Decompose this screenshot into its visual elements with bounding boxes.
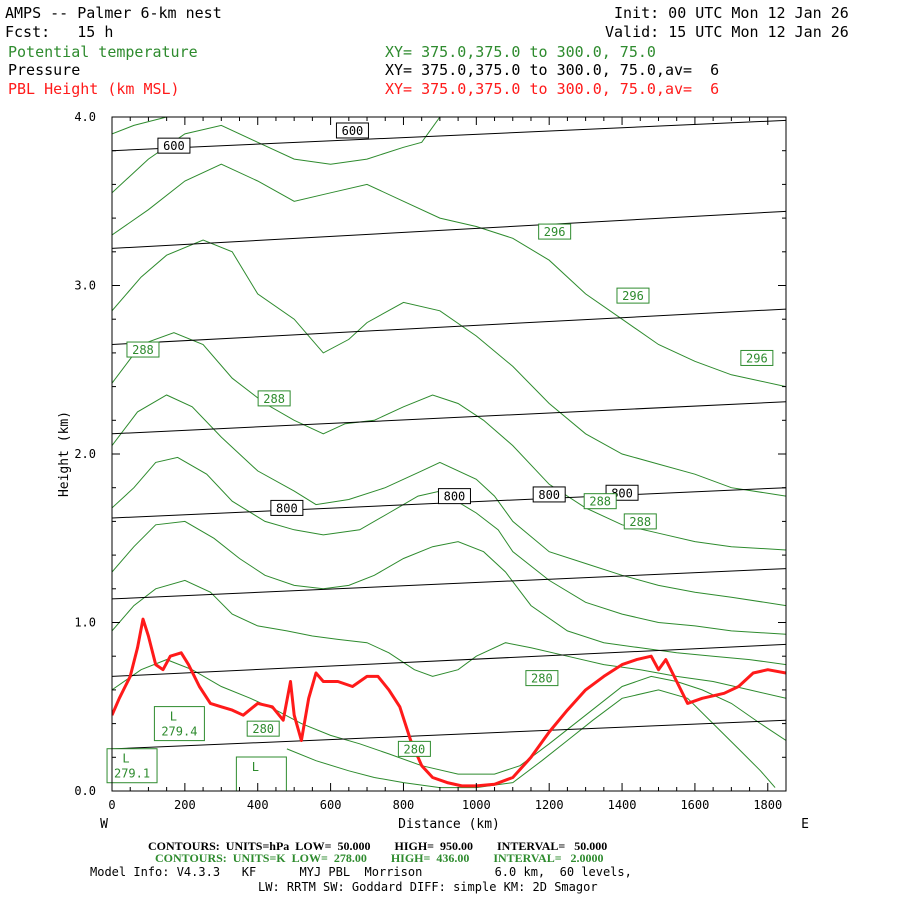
- field-xsect-pressure: XY= 375.0,375.0 to 300.0, 75.0,av= 6: [385, 61, 720, 79]
- svg-text:288: 288: [132, 343, 154, 357]
- init-time: Init: 00 UTC Mon 12 Jan 26: [614, 4, 849, 22]
- x-tick-label: 1400: [608, 798, 637, 812]
- x-axis-label: Distance (km): [398, 817, 500, 832]
- low-marker-value: 279.1: [114, 767, 150, 781]
- svg-text:288: 288: [589, 495, 611, 509]
- theta-label-0: 296: [538, 223, 572, 240]
- pressure-contours: [112, 119, 786, 750]
- theta-label-4: 288: [257, 390, 291, 407]
- theta-contour-0: [112, 117, 167, 135]
- low-marker-letter: L: [252, 760, 259, 774]
- x-tick-label: 600: [320, 798, 342, 812]
- svg-text:280: 280: [531, 672, 553, 686]
- theta-contour-5: [112, 394, 786, 607]
- theta-contours: [112, 117, 786, 789]
- theta-contour-9: [112, 659, 786, 775]
- x-tick-label: 400: [247, 798, 269, 812]
- svg-text:296: 296: [544, 225, 566, 239]
- theta-label-1: 296: [616, 287, 650, 304]
- svg-text:296: 296: [746, 351, 768, 365]
- y-tick-label: 0.0: [74, 784, 96, 798]
- svg-text:288: 288: [263, 392, 285, 406]
- chart-title: AMPS -- Palmer 6-km nest: [5, 4, 222, 22]
- svg-text:296: 296: [622, 289, 644, 303]
- pbl-height-series: [112, 617, 786, 788]
- pressure-contour-info: CONTOURS: UNITS=hPa LOW= 50.000 HIGH= 95…: [148, 839, 608, 853]
- pressure-contour-1: [112, 210, 786, 249]
- x-tick-label: 200: [174, 798, 196, 812]
- field-label-theta: Potential temperature: [8, 43, 198, 61]
- y-tick-label: 4.0: [74, 110, 96, 124]
- x-tick-label: 1800: [753, 798, 782, 812]
- theta-label-9: 280: [397, 740, 431, 757]
- y-tick-label: 1.0: [74, 616, 96, 630]
- svg-text:800: 800: [538, 488, 560, 502]
- pressure-contour-5: [112, 568, 786, 600]
- svg-text:800: 800: [444, 490, 466, 504]
- field-label-pbl: PBL Height (km MSL): [8, 80, 180, 98]
- pressure-contour-2: [112, 308, 786, 345]
- svg-text:280: 280: [252, 722, 274, 736]
- x-tick-label: 800: [393, 798, 415, 812]
- theta-label-8: 280: [246, 720, 280, 737]
- low-marker-letter: L: [170, 710, 177, 724]
- theta-contour-10: [286, 689, 776, 789]
- y-tick-label: 3.0: [74, 279, 96, 293]
- theta-contour-6: [112, 456, 786, 635]
- low-marker-2: L: [235, 756, 287, 792]
- theta-contour-7: [112, 520, 786, 666]
- y-axis-label: Height (km): [57, 411, 72, 497]
- valid-time: Valid: 15 UTC Mon 12 Jan 26: [605, 23, 849, 41]
- pressure-contour-0: [112, 119, 786, 152]
- east-label: E: [801, 817, 809, 832]
- y-tick-label: 2.0: [74, 447, 96, 461]
- forecast-hour: Fcst: 15 h: [5, 23, 114, 41]
- pressure-label-4: 800: [532, 486, 566, 503]
- pressure-label-0: 600: [157, 137, 191, 154]
- theta-contour-1: [112, 117, 441, 194]
- x-tick-label: 1600: [680, 798, 709, 812]
- pressure-label-1: 600: [335, 122, 369, 139]
- theta-contour-2: [112, 163, 786, 388]
- x-tick-label: 0: [108, 798, 115, 812]
- plot-frame: [111, 116, 787, 792]
- axes: 0 200 400 600 800 1000 1200 1400 1600 1800 0.0 1.0 2…: [74, 110, 786, 812]
- x-tick-label: 1000: [462, 798, 491, 812]
- west-label: W: [100, 817, 108, 832]
- svg-text:288: 288: [629, 515, 651, 529]
- theta-contour-4: [112, 332, 786, 551]
- theta-label-2: 296: [740, 349, 774, 366]
- low-marker-letter: L: [122, 752, 129, 766]
- field-xsect-theta: XY= 375.0,375.0 to 300.0, 75.0: [385, 43, 656, 61]
- svg-text:600: 600: [163, 139, 185, 153]
- field-label-pressure: Pressure: [8, 61, 81, 79]
- pressure-label-2: 800: [270, 499, 304, 516]
- svg-text:800: 800: [276, 501, 298, 515]
- pressure-contour-3: [112, 401, 786, 435]
- theta-label-3: 288: [126, 341, 160, 358]
- theta-contour-8: [112, 579, 786, 699]
- svg-text:600: 600: [342, 124, 364, 138]
- pressure-contour-6: [112, 643, 786, 677]
- theta-label-5: 288: [583, 493, 617, 510]
- low-marker-value: 279.4: [161, 725, 197, 739]
- model-info-physics: LW: RRTM SW: Goddard DIFF: simple KM: 2D…: [258, 880, 598, 894]
- svg-text:280: 280: [404, 742, 426, 756]
- pressure-contour-7: [112, 719, 786, 750]
- theta-label-7: 280: [525, 670, 559, 687]
- theta-contour-3: [112, 239, 786, 497]
- pressure-label-3: 800: [437, 488, 471, 505]
- pbl-height-line: [112, 617, 786, 788]
- model-info: Model Info: V4.3.3 KF MYJ PBL Morrison 6…: [90, 865, 632, 879]
- field-xsect-pbl: XY= 375.0,375.0 to 300.0, 75.0,av= 6: [385, 80, 720, 98]
- theta-label-6: 288: [623, 513, 657, 530]
- x-tick-label: 1200: [535, 798, 564, 812]
- theta-contour-info: CONTOURS: UNITS=K LOW= 278.00 HIGH= 436.…: [155, 851, 604, 865]
